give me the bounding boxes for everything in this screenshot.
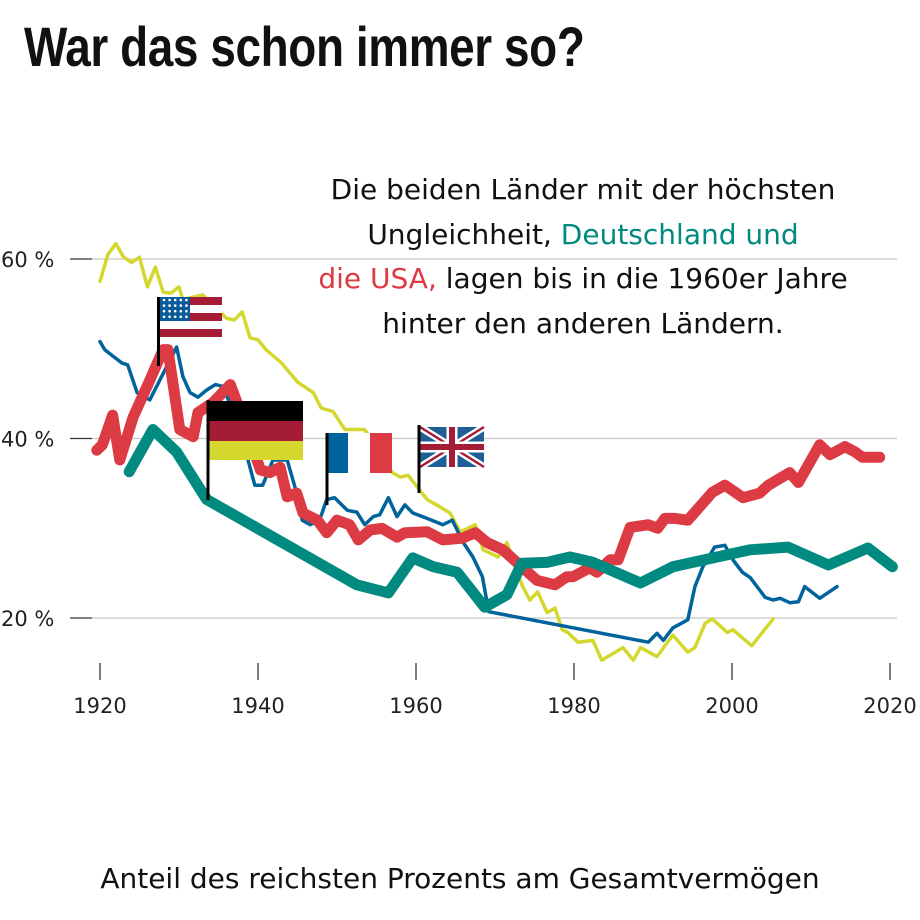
x-tick-label: 1960 — [389, 694, 442, 718]
annotation-line-4: hinter den anderen Ländern. — [382, 306, 784, 340]
page-title: War das schon immer so? — [24, 15, 585, 78]
x-tick-label: 1920 — [73, 694, 126, 718]
annotation-text: lagen bis in die 1960er Jahre — [436, 262, 848, 295]
annotation-line-1: Die beiden Länder mit der höchsten — [330, 173, 836, 206]
series-line-frankreich — [98, 339, 839, 644]
x-tick-label: 1980 — [547, 694, 600, 718]
annotation-usa-highlight: die USA, — [318, 262, 437, 295]
y-tick-label: 40 % — [1, 428, 54, 452]
series-line-uk — [98, 241, 775, 662]
series-line-deutschland — [123, 424, 898, 613]
germany-flag-icon — [206, 400, 303, 500]
x-tick-label: 1940 — [231, 694, 284, 718]
france-flag-icon — [325, 433, 392, 505]
annotation-germany-highlight: Deutschland und — [560, 217, 799, 251]
annotation-text: Ungleichheit, — [367, 217, 561, 251]
annotation: Die beiden Länder mit der höchsten Ungle… — [250, 168, 916, 346]
chart-caption: Anteil des reichsten Prozents am Gesamtv… — [100, 862, 820, 895]
usa-flag-icon — [157, 297, 222, 366]
annotation-line-2: Ungleichheit, Deutschland und — [250, 213, 916, 258]
x-tick-label: 2000 — [705, 694, 758, 718]
y-tick-label: 20 % — [1, 607, 54, 631]
annotation-line-3: die USA, lagen bis in die 1960er Jahre — [250, 257, 916, 302]
series-line-usa — [91, 344, 886, 591]
y-tick-label: 60 % — [1, 248, 54, 272]
x-tick-label: 2020 — [863, 694, 916, 718]
uk-flag-icon — [417, 424, 486, 493]
